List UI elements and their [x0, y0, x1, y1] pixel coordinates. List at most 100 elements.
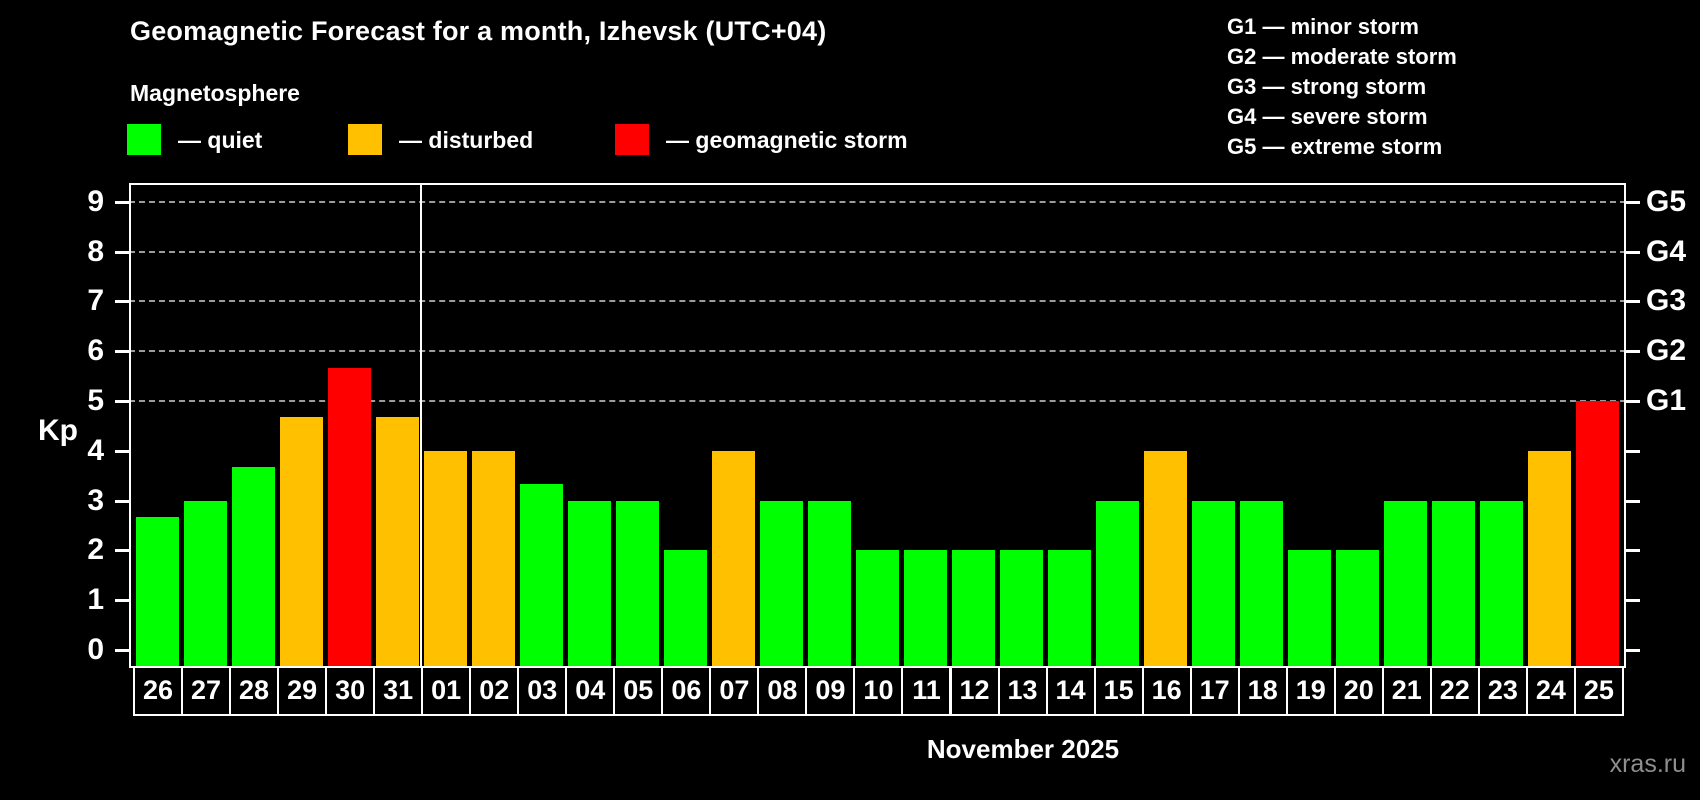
day-label-15: 15 — [1093, 666, 1144, 716]
g-axis-label-g3: G3 — [1646, 284, 1687, 318]
kp-bar-day-09 — [807, 500, 851, 668]
gridline-kp7 — [129, 300, 1626, 303]
y-tick-label-7: 7 — [87, 284, 104, 318]
left-tick-kp8 — [115, 250, 129, 254]
day-label-12: 12 — [949, 666, 1000, 716]
chart-subtitle: Magnetosphere — [130, 80, 300, 106]
g5-legend-item: G5 — extreme storm — [1227, 134, 1443, 159]
kp-bar-day-23 — [1480, 500, 1524, 668]
kp-bar-day-16 — [1144, 450, 1188, 668]
kp-bar-day-25 — [1576, 401, 1620, 668]
day-label-20: 20 — [1333, 666, 1384, 716]
left-tick-kp3 — [115, 499, 129, 503]
day-label-02: 02 — [469, 666, 520, 716]
kp-bar-day-24 — [1528, 450, 1572, 668]
right-tick-kp7 — [1626, 300, 1640, 304]
y-tick-label-1: 1 — [87, 583, 104, 617]
kp-bar-day-13 — [1000, 550, 1044, 668]
day-label-06: 06 — [661, 666, 712, 716]
day-label-09: 09 — [805, 666, 856, 716]
kp-bar-day-02 — [471, 450, 515, 668]
day-label-16: 16 — [1141, 666, 1192, 716]
day-label-07: 07 — [709, 666, 760, 716]
right-tick-kp6 — [1626, 350, 1640, 354]
kp-bar-day-21 — [1384, 500, 1428, 668]
kp-bar-day-01 — [423, 450, 467, 668]
day-label-08: 08 — [757, 666, 808, 716]
day-label-04: 04 — [565, 666, 616, 716]
day-label-05: 05 — [613, 666, 664, 716]
kp-bar-day-04 — [567, 500, 611, 668]
x-axis-label: November 2025 — [926, 734, 1120, 764]
gridline-kp8 — [129, 250, 1626, 253]
g-scale-legend: G1 — minor storm G2 — moderate storm G3 … — [1227, 12, 1457, 162]
day-label-03: 03 — [517, 666, 568, 716]
day-label-29: 29 — [277, 666, 328, 716]
right-tick-kp4 — [1626, 449, 1640, 453]
y-tick-label-9: 9 — [87, 184, 104, 218]
kp-bar-day-03 — [519, 484, 563, 668]
gridline-kp6 — [129, 350, 1626, 353]
day-label-19: 19 — [1285, 666, 1336, 716]
kp-bar-day-22 — [1432, 500, 1476, 668]
storm-legend-label: — geomagnetic storm — [666, 127, 908, 153]
chart-title: Geomagnetic Forecast for a month, Izhevs… — [130, 16, 827, 46]
right-tick-kp1 — [1626, 599, 1640, 603]
g-axis-label-g5: G5 — [1646, 184, 1687, 218]
day-label-21: 21 — [1381, 666, 1432, 716]
g-axis-label-g2: G2 — [1646, 334, 1687, 368]
day-label-14: 14 — [1045, 666, 1096, 716]
kp-bar-day-12 — [952, 550, 996, 668]
left-tick-kp6 — [115, 350, 129, 354]
y-tick-label-8: 8 — [87, 234, 104, 268]
kp-bar-day-29 — [279, 417, 323, 668]
kp-bar-day-06 — [663, 550, 707, 668]
day-label-11: 11 — [901, 666, 952, 716]
y-tick-label-0: 0 — [87, 633, 104, 666]
kp-bar-day-30 — [327, 367, 371, 668]
day-label-22: 22 — [1429, 666, 1480, 716]
right-tick-kp8 — [1626, 250, 1640, 254]
left-tick-kp4 — [115, 449, 129, 453]
storm-color-swatch — [615, 124, 649, 155]
y-tick-label-2: 2 — [87, 533, 104, 567]
quiet-color-swatch — [127, 124, 161, 155]
left-tick-kp0 — [115, 649, 129, 652]
g-axis-label-g4: G4 — [1646, 234, 1687, 268]
g2-legend-item: G2 — moderate storm — [1227, 44, 1457, 69]
right-tick-kp0 — [1626, 649, 1640, 652]
day-label-27: 27 — [181, 666, 232, 716]
gridline-kp9 — [129, 200, 1626, 203]
day-label-10: 10 — [853, 666, 904, 716]
day-label-30: 30 — [325, 666, 376, 716]
day-label-24: 24 — [1525, 666, 1576, 716]
y-tick-label-3: 3 — [87, 483, 104, 517]
kp-bar-day-08 — [759, 500, 803, 668]
kp-bar-day-31 — [375, 417, 419, 668]
kp-bar-day-10 — [855, 550, 899, 668]
kp-bar-day-27 — [183, 500, 227, 668]
day-label-31: 31 — [373, 666, 424, 716]
disturbed-legend-label: — disturbed — [399, 127, 534, 153]
right-tick-kp5 — [1626, 400, 1640, 403]
g1-legend-item: G1 — minor storm — [1227, 14, 1419, 39]
day-label-26: 26 — [133, 666, 184, 716]
day-label-13: 13 — [997, 666, 1048, 716]
kp-bar-day-11 — [903, 550, 947, 668]
kp-bar-day-18 — [1240, 500, 1284, 668]
gridline-kp5 — [129, 400, 1626, 402]
g4-legend-item: G4 — severe storm — [1227, 104, 1428, 129]
kp-bar-day-17 — [1192, 500, 1236, 668]
right-tick-kp9 — [1626, 200, 1640, 204]
day-label-01: 01 — [421, 666, 472, 716]
left-tick-kp1 — [115, 599, 129, 603]
day-label-18: 18 — [1237, 666, 1288, 716]
y-tick-label-4: 4 — [87, 433, 104, 467]
g3-legend-item: G3 — strong storm — [1227, 74, 1427, 99]
left-tick-kp5 — [115, 400, 129, 403]
plot-area — [129, 183, 1626, 668]
kp-bar-day-14 — [1048, 550, 1092, 668]
right-tick-kp3 — [1626, 499, 1640, 503]
disturbed-color-swatch — [348, 124, 382, 155]
left-tick-kp9 — [115, 200, 129, 204]
